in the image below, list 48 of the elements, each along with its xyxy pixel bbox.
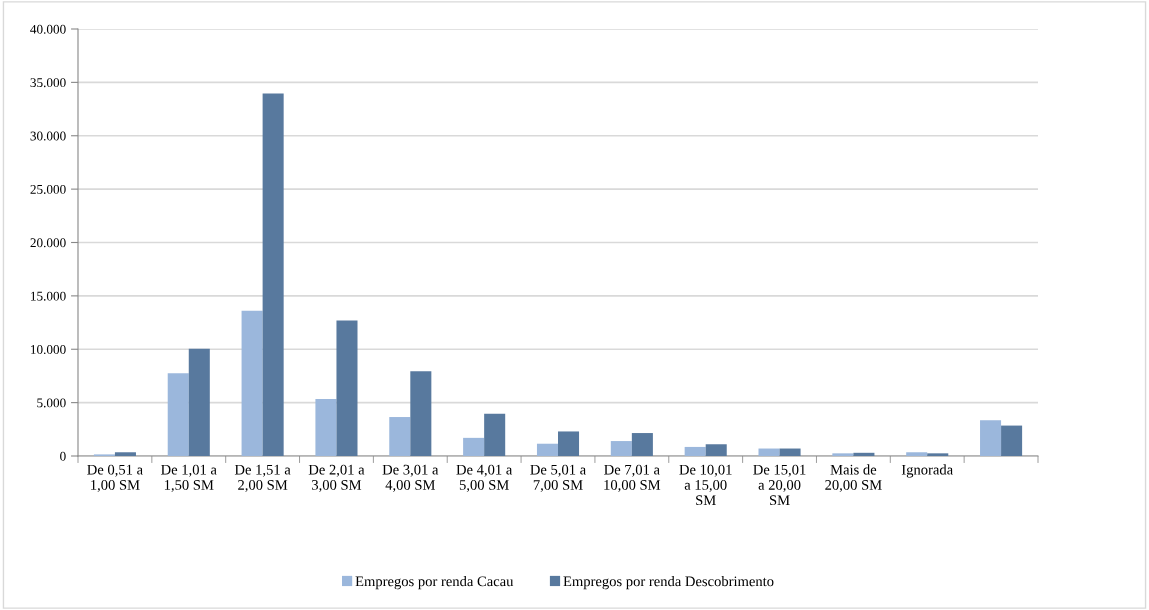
x-tick-label: De 10,01 a 15,00 SM [679, 464, 732, 506]
x-tick-label: De 5,01 a 7,00 SM [530, 464, 586, 492]
y-tick-label: 20.000 [30, 238, 66, 248]
x-tick-label: De 0,51 a 1,00 SM [87, 464, 143, 492]
bar [1001, 425, 1023, 456]
bar [336, 320, 358, 456]
x-tick-label: Mais de 20,00 SM [825, 464, 882, 492]
bar [188, 348, 210, 456]
bar [389, 417, 411, 456]
bar [463, 437, 485, 456]
bar [631, 433, 653, 456]
x-tick-label: De 7,01 a 10,00 SM [604, 464, 661, 492]
bar [536, 443, 558, 456]
bar [610, 441, 632, 456]
bar [980, 420, 1002, 456]
bar [315, 398, 337, 456]
bar [484, 413, 506, 456]
bar [167, 373, 189, 456]
bar [558, 431, 580, 456]
legend-label: Empregos por renda Cacau [355, 575, 514, 590]
x-tick-label: De 4,01 a 5,00 SM [456, 464, 513, 492]
bar [853, 452, 875, 456]
y-tick-label: 15.000 [31, 291, 66, 301]
y-tick-label: 25.000 [30, 184, 66, 194]
y-tick-label: 35.000 [30, 78, 66, 88]
y-tick-label: 10.000 [31, 345, 66, 355]
bar [114, 452, 136, 456]
legend-label: Empregos por renda Descobrimento [563, 575, 774, 590]
x-tick-label: De 2,01 a 3,00 SM [308, 464, 365, 492]
bar [927, 453, 949, 456]
x-tick-label: De 15,01 a 20,00 SM [753, 464, 806, 506]
x-tick-label: Ignorada [901, 464, 953, 478]
y-tick-label: 40.000 [30, 24, 66, 34]
bar [262, 93, 284, 456]
bar [705, 444, 727, 456]
y-tick-label: 5.000 [37, 398, 66, 408]
x-tick-label: De 3,01 a 4,00 SM [382, 464, 439, 492]
bar [241, 310, 263, 456]
bar [758, 448, 780, 456]
x-tick-label: De 1,51 a 2,00 SM [234, 464, 291, 492]
y-tick-label: 0 [60, 451, 66, 461]
bar [684, 446, 706, 456]
bar [906, 452, 928, 456]
bar [832, 453, 854, 456]
bar [779, 448, 801, 456]
x-tick-label: De 1,01 a 1,50 SM [161, 464, 217, 492]
y-tick-label: 30.000 [30, 131, 66, 141]
bar [410, 371, 432, 456]
